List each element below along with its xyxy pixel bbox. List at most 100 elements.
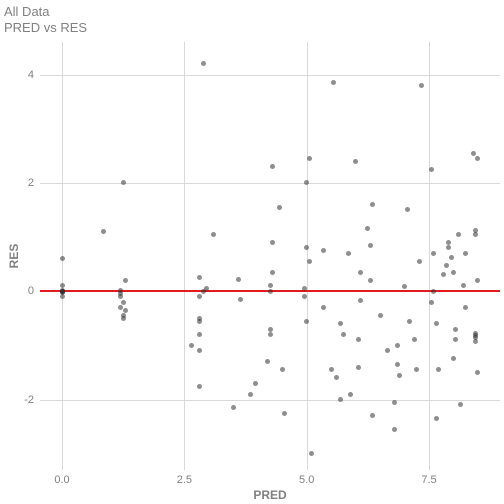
data-point — [238, 297, 243, 302]
y-tick-label: 4 — [28, 69, 34, 81]
data-point — [475, 370, 480, 375]
data-point — [268, 289, 273, 294]
data-point — [307, 156, 312, 161]
data-point — [356, 365, 361, 370]
scatter-chart: All Data PRED vs RES PRED RES 0.02.55.07… — [0, 0, 504, 504]
data-point — [118, 288, 123, 293]
data-point — [471, 151, 476, 156]
data-point — [461, 283, 466, 288]
data-point — [309, 451, 314, 456]
data-point — [331, 80, 336, 85]
gridline-v — [307, 42, 308, 470]
y-tick-label: 2 — [28, 177, 34, 189]
data-point — [370, 413, 375, 418]
data-point — [414, 367, 419, 372]
gridline-h — [40, 75, 500, 76]
data-point — [446, 240, 451, 245]
data-point — [392, 400, 397, 405]
data-point — [346, 251, 351, 256]
data-point — [449, 255, 454, 260]
data-point — [197, 319, 202, 324]
data-point — [334, 375, 339, 380]
data-point — [277, 205, 282, 210]
data-point — [453, 337, 458, 342]
data-point — [321, 248, 326, 253]
data-point — [463, 305, 468, 310]
data-point — [268, 332, 273, 337]
data-point — [429, 167, 434, 172]
data-point — [268, 327, 273, 332]
x-axis-title: PRED — [253, 488, 286, 502]
data-point — [197, 348, 202, 353]
data-point — [397, 373, 402, 378]
data-point — [304, 319, 309, 324]
data-point — [338, 397, 343, 402]
data-point — [211, 232, 216, 237]
data-point — [197, 384, 202, 389]
data-point — [197, 294, 202, 299]
data-point — [270, 240, 275, 245]
data-point — [358, 270, 363, 275]
data-point — [419, 83, 424, 88]
data-point — [268, 283, 273, 288]
x-tick-label: 7.5 — [421, 474, 436, 486]
data-point — [197, 275, 202, 280]
y-tick-label: -2 — [24, 394, 34, 406]
data-point — [121, 300, 126, 305]
data-point — [417, 259, 422, 264]
gridline-v — [184, 42, 185, 470]
data-point — [431, 289, 436, 294]
x-tick-label: 0.0 — [54, 474, 69, 486]
data-point — [436, 367, 441, 372]
data-point — [451, 356, 456, 361]
plot-area — [40, 42, 500, 470]
data-point — [197, 332, 202, 337]
data-point — [475, 156, 480, 161]
data-point — [338, 321, 343, 326]
data-point — [282, 411, 287, 416]
data-point — [123, 308, 128, 313]
title-line-1: All Data — [4, 4, 87, 20]
data-point — [121, 180, 126, 185]
data-point — [60, 294, 65, 299]
chart-title: All Data PRED vs RES — [4, 4, 87, 37]
data-point — [302, 294, 307, 299]
data-point — [473, 339, 478, 344]
data-point — [405, 207, 410, 212]
data-point — [412, 337, 417, 342]
x-tick-label: 5.0 — [299, 474, 314, 486]
data-point — [353, 159, 358, 164]
data-point — [321, 305, 326, 310]
data-point — [101, 229, 106, 234]
data-point — [304, 180, 309, 185]
data-point — [356, 337, 361, 342]
data-point — [368, 243, 373, 248]
data-point — [446, 245, 451, 250]
data-point — [341, 332, 346, 337]
data-point — [441, 272, 446, 277]
data-point — [302, 286, 307, 291]
data-point — [121, 316, 126, 321]
data-point — [236, 277, 241, 282]
data-point — [358, 298, 363, 303]
data-point — [304, 245, 309, 250]
data-point — [392, 427, 397, 432]
data-point — [434, 321, 439, 326]
gridline-h — [40, 400, 500, 401]
data-point — [456, 232, 461, 237]
data-point — [429, 300, 434, 305]
data-point — [434, 416, 439, 421]
data-point — [248, 392, 253, 397]
data-point — [407, 319, 412, 324]
data-point — [458, 402, 463, 407]
data-point — [231, 405, 236, 410]
data-point — [189, 343, 194, 348]
gridline-v — [429, 42, 430, 470]
title-line-2: PRED vs RES — [4, 20, 87, 36]
data-point — [270, 270, 275, 275]
data-point — [370, 202, 375, 207]
data-point — [395, 343, 400, 348]
data-point — [378, 313, 383, 318]
data-point — [463, 251, 468, 256]
data-point — [270, 164, 275, 169]
